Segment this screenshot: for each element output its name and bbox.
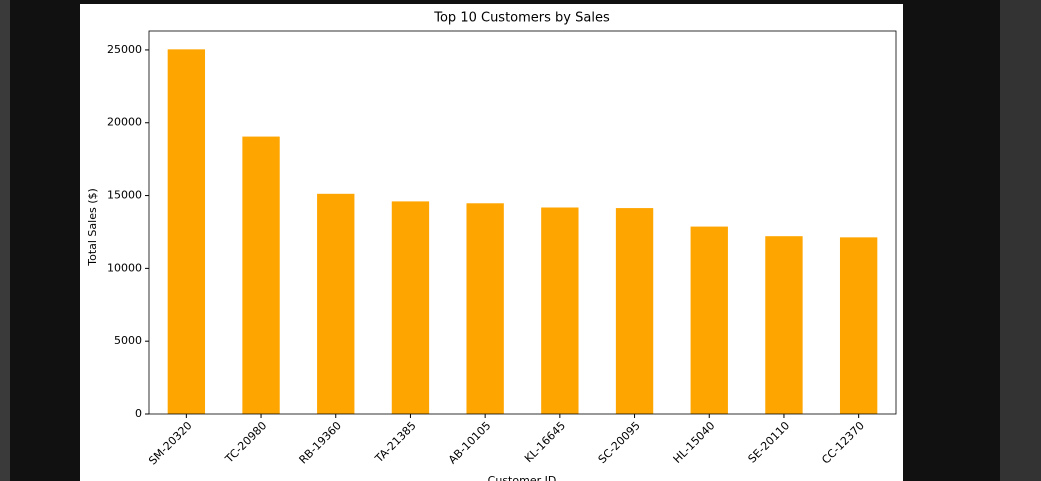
plot-frame — [148, 30, 897, 415]
y-tick-label: 20000 — [107, 116, 142, 129]
x-axis-label: Customer ID — [488, 474, 557, 481]
bar — [765, 236, 803, 414]
scrollbar — [1000, 0, 1041, 481]
bar — [541, 207, 579, 414]
chart: Top 10 Customers by Sales Total Sales ($… — [80, 4, 903, 481]
bar — [391, 201, 430, 414]
bar — [839, 237, 878, 414]
y-tick-label: 0 — [135, 407, 142, 420]
bar — [317, 193, 355, 414]
bar — [242, 136, 280, 415]
bar — [466, 203, 504, 414]
y-tick-label: 10000 — [107, 261, 142, 274]
y-axis-label: Total Sales ($) — [86, 188, 99, 267]
sidebar — [0, 0, 10, 481]
y-tick-label: 5000 — [114, 334, 142, 347]
y-tick-label: 25000 — [107, 43, 142, 56]
chart-title: Top 10 Customers by Sales — [433, 11, 610, 26]
bar — [615, 208, 654, 414]
y-tick-label: 15000 — [107, 189, 142, 202]
bar — [167, 49, 206, 414]
bar — [690, 226, 728, 414]
